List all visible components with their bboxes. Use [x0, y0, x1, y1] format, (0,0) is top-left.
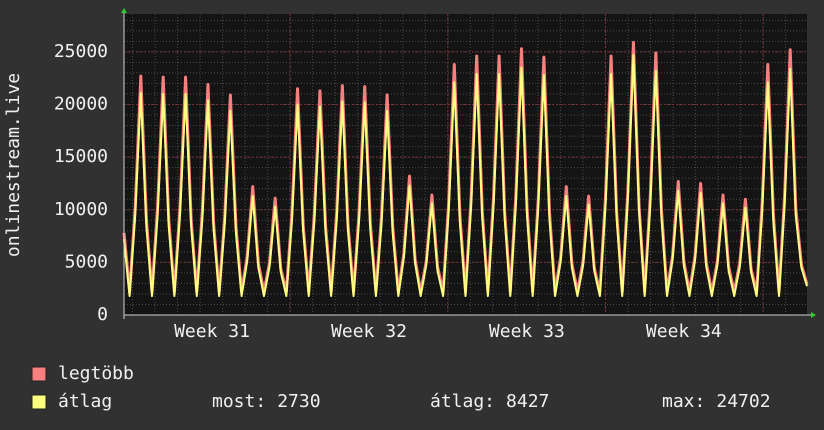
x-tick-label: Week 33 [489, 321, 565, 342]
stat-label: max: [662, 391, 705, 412]
y-tick-label: 20000 [54, 94, 108, 115]
axis-arrow [121, 8, 127, 13]
legend-label: legtöbb [58, 363, 134, 384]
stat-label: most: [212, 391, 266, 412]
y-tick-label: 0 [97, 304, 108, 325]
stat: átlag: 8427 [430, 391, 549, 412]
axis-arrow [811, 312, 816, 318]
x-tick-label: Week 31 [174, 321, 250, 342]
series-line [123, 54, 808, 298]
x-tick-label: Week 34 [646, 321, 722, 342]
x-tick-label: Week 32 [331, 321, 407, 342]
stat-label: átlag: [430, 391, 495, 412]
stat-value: 8427 [506, 391, 549, 412]
y-tick-label: 5000 [65, 251, 108, 272]
legend-swatch [31, 366, 47, 382]
y-tick-label: 10000 [54, 199, 108, 220]
stat: most: 2730 [212, 391, 321, 412]
stat-value: 2730 [277, 391, 320, 412]
y-tick-label: 25000 [54, 41, 108, 62]
legend-label: átlag [58, 391, 112, 412]
y-tick-label: 15000 [54, 146, 108, 167]
stat: max: 24702 [662, 391, 771, 412]
stat-value: 24702 [716, 391, 770, 412]
legend-swatch [31, 394, 47, 410]
y-axis-label: onlinestream.live [3, 73, 24, 257]
